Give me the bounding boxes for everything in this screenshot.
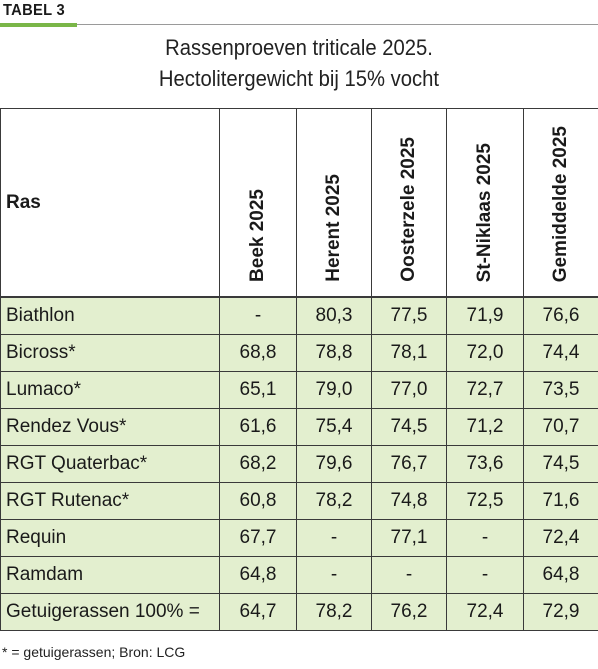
column-header-gemiddelde: Gemiddelde 2025 — [523, 108, 598, 298]
cell-value: 76,7 — [371, 445, 447, 483]
cell-value: 72,4 — [446, 593, 524, 631]
title-line-1: Rassenproeven triticale 2025. — [165, 35, 433, 60]
column-header-label: Gemiddelde 2025 — [550, 125, 571, 282]
cell-value: 72,7 — [446, 371, 524, 409]
cell-value: 74,5 — [523, 445, 598, 483]
cell-ras: Requin — [0, 519, 220, 557]
cell-value: - — [446, 519, 524, 557]
cell-value: 78,8 — [296, 334, 372, 372]
cell-value: 61,6 — [219, 408, 297, 446]
column-header-oosterzele: Oosterzele 2025 — [371, 108, 447, 298]
cell-value: 75,4 — [296, 408, 372, 446]
table-row: Bicross* 68,8 78,8 78,1 72,0 74,4 — [0, 334, 598, 372]
cell-value: 72,9 — [523, 593, 598, 631]
cell-value: 77,1 — [371, 519, 447, 557]
cell-ras: Getuigerassen 100% = — [0, 593, 220, 631]
cell-value: 73,5 — [523, 371, 598, 409]
cell-value: 76,2 — [371, 593, 447, 631]
cell-value: 71,6 — [523, 482, 598, 520]
table-row: Requin 67,7 - 77,1 - 72,4 — [0, 519, 598, 557]
cell-value: - — [371, 556, 447, 594]
table-row: Rendez Vous* 61,6 75,4 74,5 71,2 70,7 — [0, 408, 598, 446]
cell-value: 68,2 — [219, 445, 297, 483]
table-row: Biathlon - 80,3 77,5 71,9 76,6 — [0, 296, 598, 335]
cell-value: 71,2 — [446, 408, 524, 446]
cell-value: 78,2 — [296, 482, 372, 520]
table-title: Rassenproeven triticale 2025. Hectoliter… — [0, 32, 598, 108]
cell-value: 78,2 — [296, 593, 372, 631]
table-row: Ramdam 64,8 - - - 64,8 — [0, 556, 598, 594]
cell-ras: Bicross* — [0, 334, 220, 372]
cell-value: 72,5 — [446, 482, 524, 520]
column-header-label: St-Niklaas 2025 — [474, 142, 495, 282]
cell-value: 77,5 — [371, 296, 447, 335]
cell-value: 68,8 — [219, 334, 297, 372]
cell-ras: RGT Rutenac* — [0, 482, 220, 520]
table-row: RGT Quaterbac* 68,2 79,6 76,7 73,6 74,5 — [0, 445, 598, 483]
cell-value: 80,3 — [296, 296, 372, 335]
title-line-2: Hectolitergewicht bij 15% vocht — [158, 66, 440, 91]
cell-ras: Lumaco* — [0, 371, 220, 409]
cell-value: 74,5 — [371, 408, 447, 446]
cell-value: 65,1 — [219, 371, 297, 409]
cell-value: 70,7 — [523, 408, 598, 446]
cell-value: 79,0 — [296, 371, 372, 409]
cell-value: - — [296, 519, 372, 557]
cell-value: 71,9 — [446, 296, 524, 335]
cell-value: 74,4 — [523, 334, 598, 372]
column-header-beek: Beek 2025 — [219, 108, 297, 298]
table-row: RGT Rutenac* 60,8 78,2 74,8 72,5 71,6 — [0, 482, 598, 520]
divider-rule — [77, 24, 598, 25]
cell-value: 67,7 — [219, 519, 297, 557]
cell-value: 73,6 — [446, 445, 524, 483]
footnote: * = getuigerassen; Bron: LCG — [2, 644, 186, 660]
cell-value: 64,7 — [219, 593, 297, 631]
cell-value: 76,6 — [523, 296, 598, 335]
table-label: TABEL 3 — [3, 2, 65, 19]
cell-value: 77,0 — [371, 371, 447, 409]
column-header-label: Beek 2025 — [247, 189, 268, 282]
cell-value: 72,4 — [523, 519, 598, 557]
column-header-ras: Ras — [0, 108, 220, 298]
cell-value: 60,8 — [219, 482, 297, 520]
column-header-label: Herent 2025 — [323, 174, 344, 282]
column-header-herent: Herent 2025 — [296, 108, 372, 298]
cell-value: - — [296, 556, 372, 594]
column-header-st-niklaas: St-Niklaas 2025 — [446, 108, 524, 298]
table-row-summary: Getuigerassen 100% = 64,7 78,2 76,2 72,4… — [0, 593, 598, 631]
table-row: Lumaco* 65,1 79,0 77,0 72,7 73,5 — [0, 371, 598, 409]
cell-ras: Rendez Vous* — [0, 408, 220, 446]
cell-value: 79,6 — [296, 445, 372, 483]
cell-ras: RGT Quaterbac* — [0, 445, 220, 483]
header-row: Ras Beek 2025 Herent 2025 Oosterzele 202… — [0, 108, 598, 298]
cell-value: 74,8 — [371, 482, 447, 520]
cell-value: 72,0 — [446, 334, 524, 372]
cell-value: 64,8 — [523, 556, 598, 594]
cell-ras: Ramdam — [0, 556, 220, 594]
cell-value: - — [219, 296, 297, 335]
accent-rule — [0, 23, 77, 27]
results-table: Ras Beek 2025 Herent 2025 Oosterzele 202… — [0, 108, 598, 631]
column-header-label: Oosterzele 2025 — [398, 137, 419, 282]
cell-value: 64,8 — [219, 556, 297, 594]
cell-ras: Biathlon — [0, 296, 220, 335]
cell-value: 78,1 — [371, 334, 447, 372]
cell-value: - — [446, 556, 524, 594]
